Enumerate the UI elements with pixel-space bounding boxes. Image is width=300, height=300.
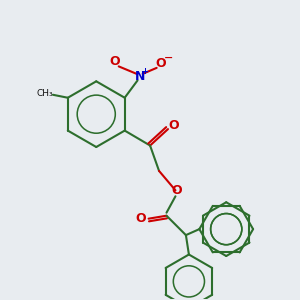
- Text: O: O: [172, 184, 182, 197]
- Text: +: +: [142, 67, 148, 76]
- Text: N: N: [134, 70, 145, 83]
- Text: O: O: [109, 56, 120, 68]
- Text: O: O: [135, 212, 146, 225]
- Text: −: −: [164, 53, 173, 63]
- Text: O: O: [155, 57, 166, 70]
- Text: CH₃: CH₃: [37, 89, 53, 98]
- Text: O: O: [168, 119, 179, 132]
